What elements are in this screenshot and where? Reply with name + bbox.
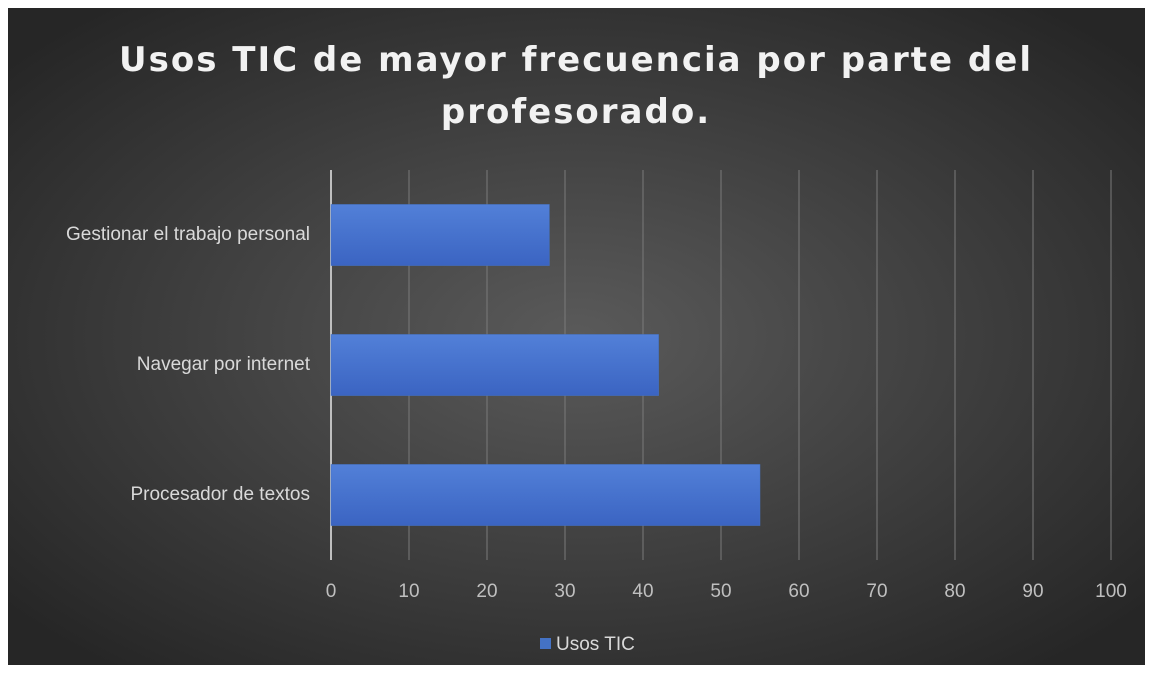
y-tick-label: Procesador de textos xyxy=(130,484,310,505)
x-tick-label: 100 xyxy=(1095,581,1127,602)
x-tick-label: 30 xyxy=(554,581,575,602)
legend-swatch xyxy=(540,638,551,649)
y-tick-label: Gestionar el trabajo personal xyxy=(66,224,310,245)
x-tick-label: 90 xyxy=(1022,581,1043,602)
x-tick-label: 70 xyxy=(866,581,887,602)
bar xyxy=(330,204,550,266)
x-tick-label: 60 xyxy=(788,581,809,602)
x-tick-label: 0 xyxy=(326,581,337,602)
chart-title: Usos TIC de mayor frecuencia por parte d… xyxy=(119,40,1033,132)
bar xyxy=(330,334,659,396)
x-tick-label: 40 xyxy=(632,581,653,602)
bar xyxy=(330,464,761,526)
x-tick-label: 50 xyxy=(710,581,731,602)
x-tick-label: 10 xyxy=(398,581,419,602)
x-tick-label: 80 xyxy=(944,581,965,602)
y-tick-label: Navegar por internet xyxy=(137,354,311,375)
x-tick-label: 20 xyxy=(476,581,497,602)
legend-label: Usos TIC xyxy=(556,634,635,655)
